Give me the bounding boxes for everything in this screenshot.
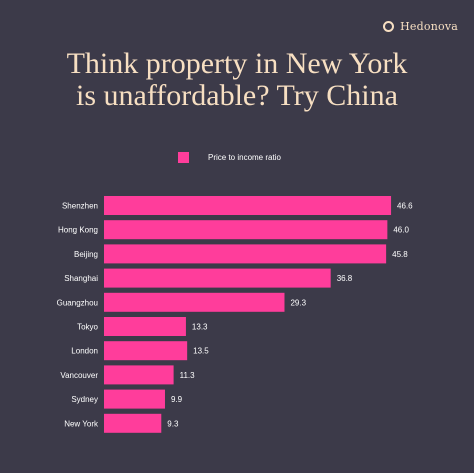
legend: Price to income ratio [178,152,281,163]
bar-new-york [104,413,162,433]
bar-vancouver [104,365,174,385]
category-label: Beijing [74,250,98,259]
bar-shanghai [104,268,331,288]
category-label: London [71,347,98,356]
data-label: 9.3 [167,419,179,428]
data-label: 46.0 [393,226,409,235]
data-label: 46.6 [397,202,413,211]
category-label: Guangzhou [57,298,98,307]
data-label: 13.5 [193,347,209,356]
ring-logo-icon [383,21,395,32]
category-label: Vancouver [60,371,98,380]
category-label: Shanghai [64,274,98,283]
data-label: 9.9 [171,395,183,404]
data-label: 29.3 [290,298,306,307]
bar-sydney [104,389,165,409]
category-label: Shenzhen [62,202,98,211]
bar-guangzhou [104,292,285,312]
data-label: 13.3 [192,323,208,332]
data-label: 36.8 [337,274,353,283]
bar-beijing [104,244,387,264]
data-label: 45.8 [392,250,408,259]
category-label: Hong Kong [58,226,98,235]
legend-swatch [178,152,189,163]
category-label: New York [64,419,99,428]
data-label: 11.3 [180,371,196,380]
category-label: Sydney [71,395,98,404]
chart-title-line-2: is unaffordable? Try China [76,79,398,112]
bar-shenzhen [104,196,392,215]
bar-hong-kong [104,220,388,240]
bar-tokyo [104,317,186,336]
brand: Hedonova [383,20,458,33]
chart-title: Think property in New York is unaffordab… [0,48,474,112]
bar-london [104,341,188,361]
category-label: Tokyo [77,323,98,332]
brand-name: Hedonova [400,20,458,33]
legend-label: Price to income ratio [208,153,281,162]
chart-title-line-1: Think property in New York [66,47,408,80]
